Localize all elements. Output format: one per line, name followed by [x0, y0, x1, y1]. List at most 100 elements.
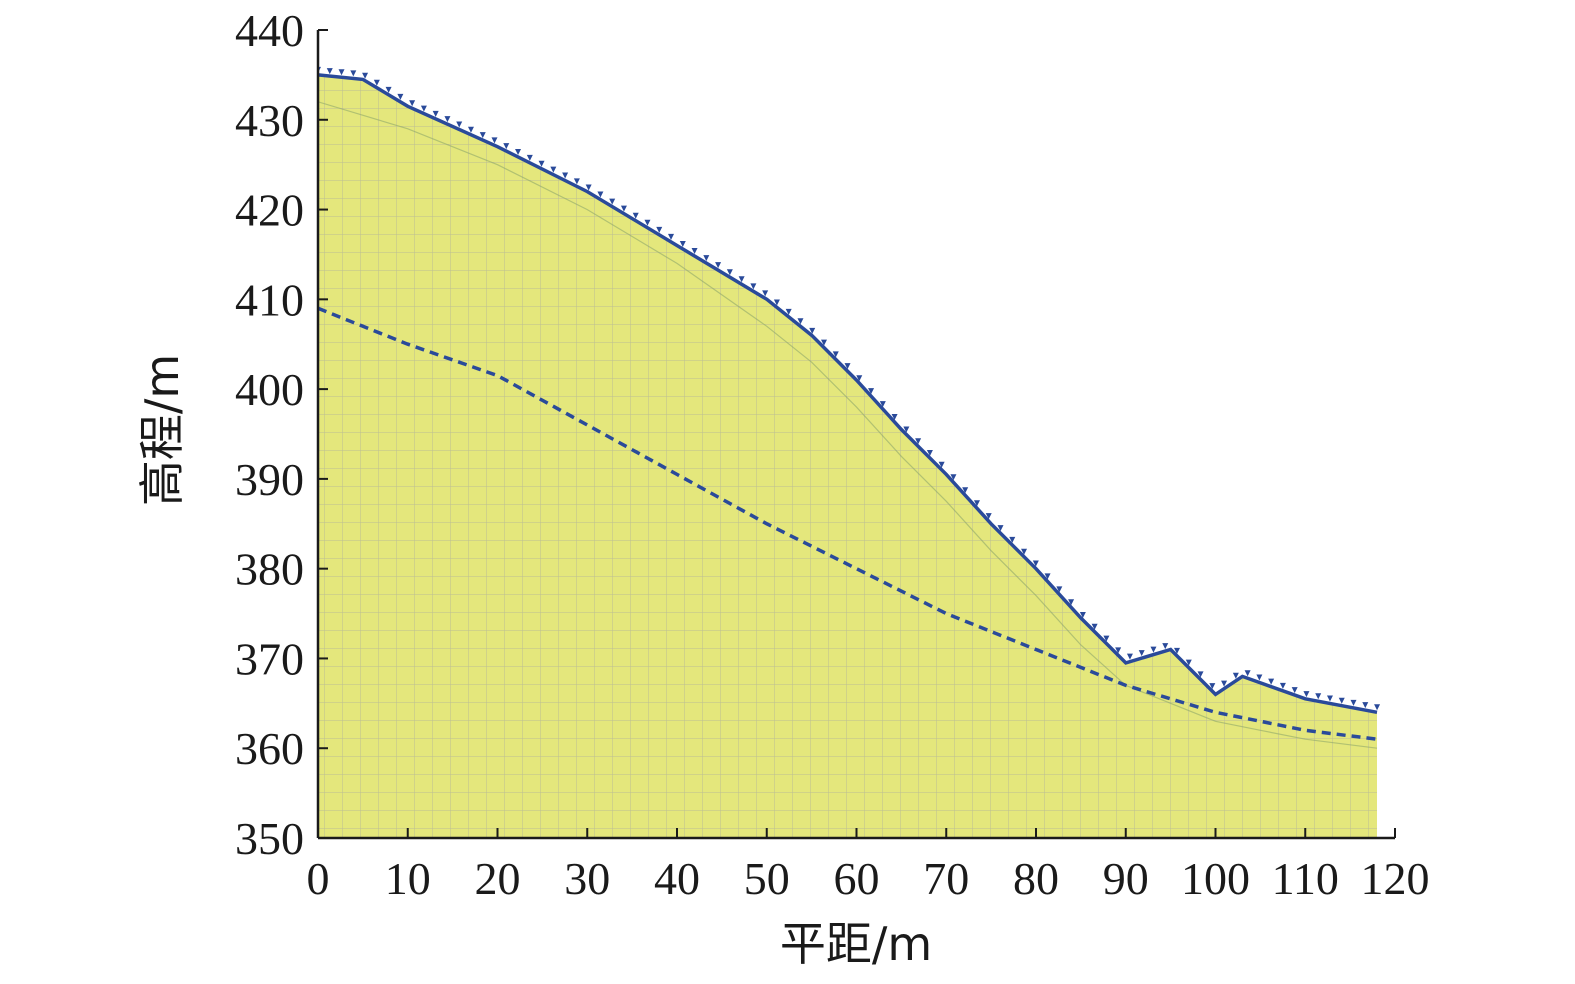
load-marker [479, 132, 486, 139]
y-tick-label: 420 [235, 185, 304, 236]
load-marker [1374, 704, 1380, 711]
x-tick-label: 70 [923, 853, 969, 904]
load-marker [926, 450, 933, 457]
load-marker [656, 226, 663, 233]
load-marker [338, 69, 345, 76]
load-marker [997, 525, 1004, 532]
load-marker [809, 327, 816, 334]
load-marker [1126, 653, 1133, 660]
load-marker [1209, 683, 1216, 690]
load-marker [632, 212, 639, 219]
load-marker [362, 72, 369, 79]
load-marker [1162, 643, 1169, 650]
load-marker [1044, 573, 1051, 580]
load-marker [856, 375, 863, 382]
load-marker [432, 110, 439, 117]
load-marker [1256, 674, 1263, 681]
load-marker [597, 191, 604, 198]
load-marker [773, 299, 780, 306]
x-axis-title: 平距/m [780, 917, 932, 971]
y-tick-label: 400 [235, 364, 304, 415]
y-ticks: 350 360 370 380 390 400 410 420 430 440 [235, 5, 328, 864]
load-marker [868, 388, 875, 395]
ground-surface-line [318, 73, 1378, 715]
load-marker [444, 116, 451, 123]
x-tick-label: 0 [307, 853, 330, 904]
x-tick-label: 50 [744, 853, 790, 904]
load-marker [891, 414, 898, 421]
load-marker [503, 143, 510, 150]
x-tick-label: 100 [1181, 853, 1250, 904]
y-tick-label: 440 [235, 5, 304, 56]
load-marker [726, 269, 733, 276]
load-marker [715, 262, 722, 269]
load-marker [1197, 671, 1204, 678]
load-marker [573, 178, 580, 185]
y-tick-label: 380 [235, 544, 304, 595]
load-marker [1221, 680, 1228, 687]
load-marker [397, 93, 404, 100]
load-marker [562, 172, 569, 179]
load-marker [1056, 586, 1063, 593]
load-marker [985, 513, 992, 520]
y-tick-label: 350 [235, 813, 304, 864]
load-marker [1268, 678, 1275, 685]
load-marker [973, 500, 980, 507]
load-marker [738, 276, 745, 283]
load-marker [409, 100, 416, 107]
load-marker [1315, 693, 1322, 700]
load-marker [762, 290, 769, 297]
x-ticks: 0 10 20 30 40 50 60 70 80 90 100 110 120 [307, 828, 1430, 904]
layer-boundary-line [318, 101, 1378, 749]
load-marker [1338, 697, 1345, 704]
load-marker [915, 438, 922, 445]
x-tick-label: 20 [475, 853, 521, 904]
load-marker [1362, 702, 1369, 709]
load-marker [1350, 699, 1357, 706]
load-marker [703, 255, 710, 262]
plot-area [318, 66, 1380, 838]
load-marker [844, 363, 851, 370]
water-table-line [318, 306, 1378, 741]
mesh-overlay [318, 74, 1377, 838]
x-tick-label: 110 [1272, 853, 1339, 904]
x-tick-label: 40 [654, 853, 700, 904]
y-tick-label: 390 [235, 454, 304, 505]
y-axis-title: 高程/m [135, 354, 189, 506]
x-tick-label: 10 [385, 853, 431, 904]
load-marker [515, 148, 522, 155]
load-marker [668, 233, 675, 240]
load-marker [456, 121, 463, 128]
load-marker [373, 79, 380, 86]
load-marker [550, 166, 557, 173]
load-marker [350, 70, 357, 77]
load-marker [326, 68, 333, 75]
load-marker [691, 248, 698, 255]
load-marker [385, 86, 392, 93]
load-marker [879, 401, 886, 408]
load-marker [1138, 650, 1145, 657]
load-marker [1244, 670, 1251, 677]
load-marker [785, 308, 792, 315]
x-tick-label: 30 [564, 853, 610, 904]
y-tick-label: 370 [235, 633, 304, 684]
surface-load-markers [318, 66, 1380, 711]
load-marker [644, 219, 651, 226]
load-marker [1185, 659, 1192, 666]
load-marker [1291, 687, 1298, 694]
load-marker [1091, 623, 1098, 630]
load-marker [1103, 635, 1110, 642]
axes: 0 10 20 30 40 50 60 70 80 90 100 110 120 350 360 370 38… [135, 5, 1430, 971]
load-marker [526, 154, 533, 161]
y-tick-label: 430 [235, 95, 304, 146]
x-tick-label: 120 [1361, 853, 1430, 904]
load-marker [1303, 691, 1310, 698]
load-marker [1279, 682, 1286, 689]
load-marker [538, 160, 545, 167]
load-marker [750, 283, 757, 290]
x-tick-label: 60 [834, 853, 880, 904]
load-marker [938, 461, 945, 468]
load-marker [1115, 647, 1122, 654]
load-marker [609, 198, 616, 205]
load-marker [832, 351, 839, 358]
